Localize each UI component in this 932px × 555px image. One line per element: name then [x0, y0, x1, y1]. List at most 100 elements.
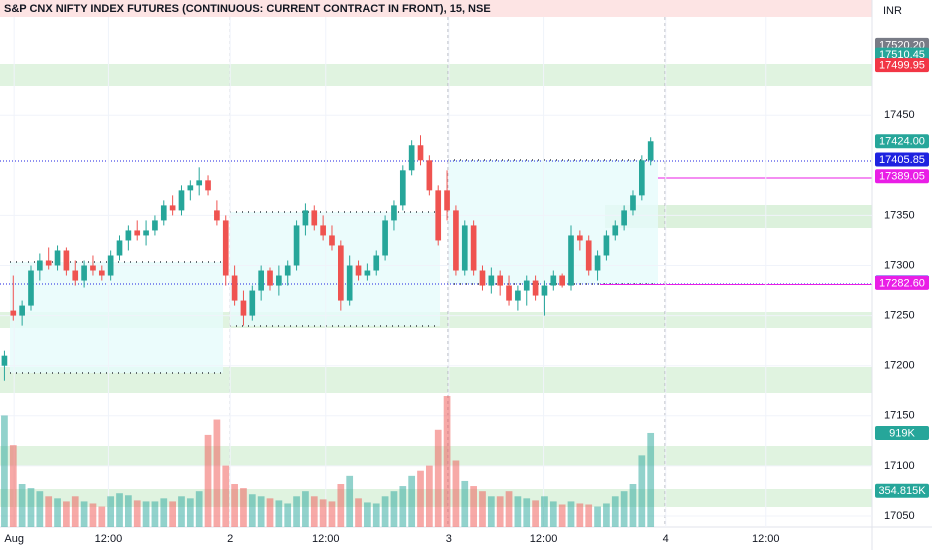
volume-bar — [408, 475, 416, 527]
candle-body — [276, 275, 282, 286]
volume-bar — [470, 486, 477, 527]
candle-body — [45, 260, 52, 266]
title-bar — [0, 0, 872, 17]
volume-bar — [443, 396, 451, 527]
volume-bar — [204, 434, 212, 527]
volume-bar — [80, 501, 88, 527]
volume-bar — [364, 502, 371, 527]
y-tick-label: 17200 — [884, 360, 915, 372]
candle-body — [426, 160, 433, 191]
zone — [605, 205, 872, 228]
candle-body — [284, 265, 291, 276]
candle-body — [320, 225, 326, 236]
candle-body — [638, 160, 645, 196]
y-tick-label: 17050 — [884, 510, 915, 522]
volume-bar — [302, 491, 309, 527]
volume-bar — [496, 496, 504, 527]
volume-bar — [257, 496, 265, 527]
candle-body — [470, 225, 477, 271]
volume-bar — [585, 504, 593, 527]
candle-body — [90, 265, 96, 271]
volume-bar — [372, 503, 380, 527]
candle-body — [10, 310, 17, 316]
price-badge — [875, 169, 929, 184]
candle-body — [81, 265, 87, 281]
volume-bar — [647, 432, 655, 527]
volume-bar — [248, 494, 256, 527]
candle-body — [116, 240, 123, 256]
candle-body — [355, 265, 362, 276]
volume-bar — [355, 498, 362, 527]
candle-body — [408, 145, 415, 171]
candle-body — [231, 275, 238, 301]
volume-bar — [266, 498, 274, 527]
volume-bar — [310, 496, 318, 527]
candle-body — [532, 280, 539, 296]
volume-bar — [452, 460, 460, 527]
candle-body — [28, 270, 34, 306]
volume-bar — [98, 506, 106, 527]
volume-bar — [479, 491, 486, 527]
volume-bar — [45, 496, 53, 527]
volume-bar — [434, 429, 442, 527]
price-badge — [875, 47, 929, 62]
volume-bar — [222, 465, 230, 527]
y-tick-label: 17100 — [884, 460, 915, 472]
volume-bar — [54, 498, 61, 527]
price-badge-label: 17510.45 — [879, 49, 925, 61]
volume-bar — [328, 501, 336, 527]
candle-body — [143, 230, 149, 236]
candle-body — [37, 260, 43, 271]
volume-bar — [63, 501, 70, 527]
chart-title: S&P CNX NIFTY INDEX FUTURES (CONTINUOUS:… — [4, 3, 491, 15]
candle-body — [373, 255, 380, 271]
candle-body — [417, 145, 424, 161]
candle-body — [337, 245, 344, 301]
currency: INR — [883, 5, 902, 17]
y-tick-label: 17250 — [884, 310, 915, 322]
candle-body — [346, 265, 353, 301]
y-tick-label: 17300 — [884, 259, 915, 271]
volume-bar — [594, 506, 601, 527]
volume-bar — [381, 496, 389, 527]
y-tick-label: 17150 — [884, 410, 915, 422]
volume-bar — [1, 415, 8, 527]
x-tick-label: 12:00 — [95, 533, 123, 545]
volume-bar — [195, 491, 203, 527]
candle-body — [205, 180, 211, 191]
candle-body — [559, 275, 565, 286]
candle-body — [107, 255, 114, 276]
volume-bar — [576, 503, 584, 527]
volume-bar — [213, 419, 221, 527]
candle-body — [497, 275, 504, 286]
price-badge-label: 17405.85 — [879, 154, 925, 166]
price-badge-label: 919K — [889, 427, 915, 439]
price-badge — [875, 275, 929, 290]
volume-bar — [417, 470, 424, 527]
candle-body — [391, 205, 397, 221]
candle-body — [311, 210, 318, 226]
volume-bar — [160, 498, 168, 527]
volume-bar — [151, 501, 159, 527]
x-tick-label: 4 — [663, 533, 669, 545]
candle-body — [54, 250, 61, 266]
volume-bar — [620, 491, 628, 527]
volume-bar — [399, 486, 407, 527]
candle-body — [630, 195, 636, 211]
price-badge-label: 17282.60 — [879, 277, 925, 289]
price-badge — [875, 58, 929, 73]
volume-bar — [107, 496, 115, 527]
x-tick-label: 12:00 — [530, 533, 558, 545]
volume-bar — [284, 503, 292, 527]
candle-body — [523, 280, 530, 291]
volume-bar — [293, 496, 300, 527]
volume-bar — [319, 499, 327, 527]
candle-body — [240, 300, 247, 316]
candle-body — [479, 270, 486, 286]
candle-body — [603, 235, 610, 256]
volume-bar — [116, 493, 123, 527]
candle-body — [541, 285, 548, 296]
price-badge — [875, 425, 929, 440]
